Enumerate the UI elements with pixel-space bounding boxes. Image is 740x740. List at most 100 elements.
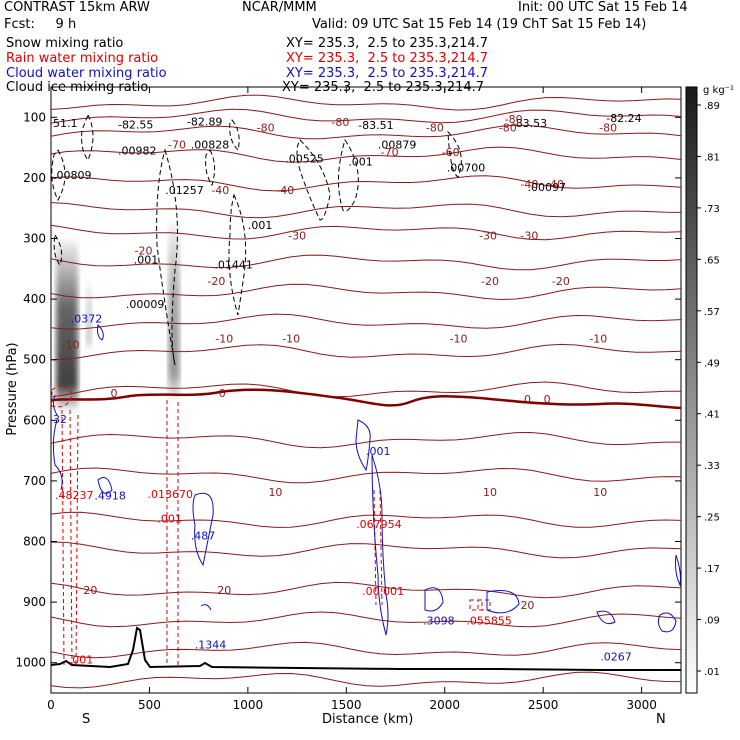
cloud-ice-contour — [81, 113, 94, 161]
colorbar-level-label: .81 — [704, 152, 720, 163]
legend-cloud-water-label: Cloud water mixing ratio — [6, 66, 167, 81]
y-tick-label: 900 — [23, 595, 46, 609]
model-center: NCAR/MMM — [242, 0, 317, 15]
isotherm-label: -20 — [552, 275, 570, 288]
isotherm-label: 0 — [544, 393, 551, 406]
colorbar-level-label: .01 — [704, 667, 720, 678]
isotherm-line — [51, 343, 681, 361]
isotherm-label: -20 — [481, 275, 499, 288]
cloud-water-contour — [97, 477, 113, 494]
cloud-water-contour — [97, 323, 104, 341]
temperature-contours — [51, 94, 681, 689]
isotherm-label: 10 — [483, 486, 497, 499]
valid-time: Valid: 09 UTC Sat 15 Feb 14 (19 ChT Sat … — [312, 17, 647, 32]
isotherm-label: -80 — [426, 122, 444, 135]
maximum-label: .001 — [134, 254, 159, 267]
maximum-label: .001 — [366, 445, 391, 458]
y-axis-title: Pressure (hPa) — [5, 342, 20, 436]
isotherm-line — [51, 541, 681, 559]
maximum-label: .4918 — [94, 489, 126, 502]
cloud-ice-contour — [228, 193, 247, 316]
cloud-water-contour — [424, 587, 444, 612]
isotherm-label: -80 — [505, 113, 523, 126]
cloud-ice-contour — [447, 130, 462, 178]
isotherm-label: -20 — [207, 275, 225, 288]
isotherm-line — [51, 175, 681, 192]
colorbar-labels: .01 .09 .17 .25 .33 .41 .49 .57 .65 .73 .81 .89 — [697, 101, 720, 678]
isotherm-line — [51, 431, 681, 449]
isotherm-label: 10 — [593, 486, 607, 499]
colorbar-level-label: .57 — [704, 307, 720, 318]
x-tick-label: 0 — [47, 698, 55, 712]
x-tick-label: 1500 — [331, 698, 362, 712]
maximum-label: .0372 — [71, 312, 103, 325]
init-time: Init: 00 UTC Sat 15 Feb 14 — [518, 0, 688, 15]
cloud-water-contour — [52, 419, 63, 491]
maximum-label: .1344 — [195, 639, 227, 652]
isotherm-label: 0 — [524, 393, 531, 406]
isotherm-line — [51, 146, 681, 163]
x-tick-label: 2500 — [528, 698, 559, 712]
maximum-label: -82.55 — [118, 119, 153, 132]
isotherm-line — [51, 108, 681, 124]
cloud-water-contour — [371, 454, 389, 636]
maximum-label: .00879 — [378, 139, 417, 152]
y-tick-label: 200 — [23, 171, 46, 185]
isotherm-label: -80 — [599, 122, 617, 135]
x-tick-label: 2000 — [429, 698, 460, 712]
colorbar-level-label: .09 — [704, 616, 720, 627]
rain-shaft — [69, 409, 73, 666]
maximum-label: .00.001 — [362, 585, 404, 598]
maximum-label: .3098 — [423, 614, 455, 627]
x-axis-title: Distance (km) — [322, 712, 414, 727]
maximum-label: .00009 — [126, 298, 165, 311]
legend-snow-xy: XY= 235.3, 2.5 to 235.3,214.7 — [286, 36, 489, 51]
colorbar-unit: g kg⁻¹ — [703, 85, 734, 96]
rain-drop-patch — [477, 599, 491, 611]
rain-shaft — [61, 409, 65, 666]
maximum-label: .013670 — [148, 488, 194, 501]
maximum-label: .00809 — [53, 169, 92, 182]
cloud-water-contour — [486, 590, 520, 614]
temperature-labels: -80-80 -80 -80-80-80-70-70 -60-40 -40 -40-40-… — [62, 113, 617, 612]
rain-shaft — [379, 489, 383, 606]
maximum-label: .48237 — [55, 489, 94, 502]
maximum-label: 32 — [53, 413, 67, 426]
cloud-water-contour — [675, 554, 681, 587]
colorbar-level-label: .65 — [704, 255, 720, 266]
isotherm-label: -10 — [215, 332, 233, 345]
y-tick-label: 400 — [23, 292, 46, 306]
isotherm-line — [51, 611, 681, 628]
isotherm-label: -40 — [546, 178, 564, 191]
y-tick-label: 1000 — [15, 656, 46, 670]
colorbar-level-label: .33 — [704, 461, 720, 472]
freezing-level-line — [51, 388, 681, 410]
isotherm-line — [51, 94, 681, 111]
north-label: N — [656, 712, 666, 727]
isotherm-line — [51, 283, 681, 301]
maximum-label: -83.53 — [512, 117, 547, 130]
maximum-label: -82.24 — [606, 112, 641, 125]
isotherm-label: -30 — [479, 229, 497, 242]
legend-rain-xy: XY= 235.3, 2.5 to 235.3,214.7 — [286, 51, 489, 66]
cloud-ice-contour — [156, 148, 178, 366]
cloud-water-contour — [596, 610, 616, 625]
isotherm-line — [51, 313, 681, 330]
axes: 0 500 1000 1500 2000 2500 30001002003004005006… — [15, 87, 681, 712]
cloud-ice-contour — [296, 139, 331, 221]
cloud-water-contour — [200, 604, 212, 611]
rain-shaft — [75, 414, 79, 666]
maximum-label: .00700 — [447, 162, 486, 175]
cloud-ice-contour — [51, 149, 66, 202]
isotherm-label: -40 — [520, 178, 538, 191]
isotherm-line — [51, 381, 681, 398]
isotherm-line — [51, 124, 681, 140]
cloud-ice-contour — [337, 138, 359, 212]
maximum-label: .01257 — [165, 184, 204, 197]
cloud-water-contour — [657, 612, 677, 633]
isotherm-line — [51, 581, 681, 599]
maximum-label: .01441 — [214, 259, 253, 272]
maximum-label: 51.1 — [53, 117, 78, 130]
maximum-label: .001 — [348, 156, 373, 169]
snow-plume-small — [86, 280, 92, 350]
